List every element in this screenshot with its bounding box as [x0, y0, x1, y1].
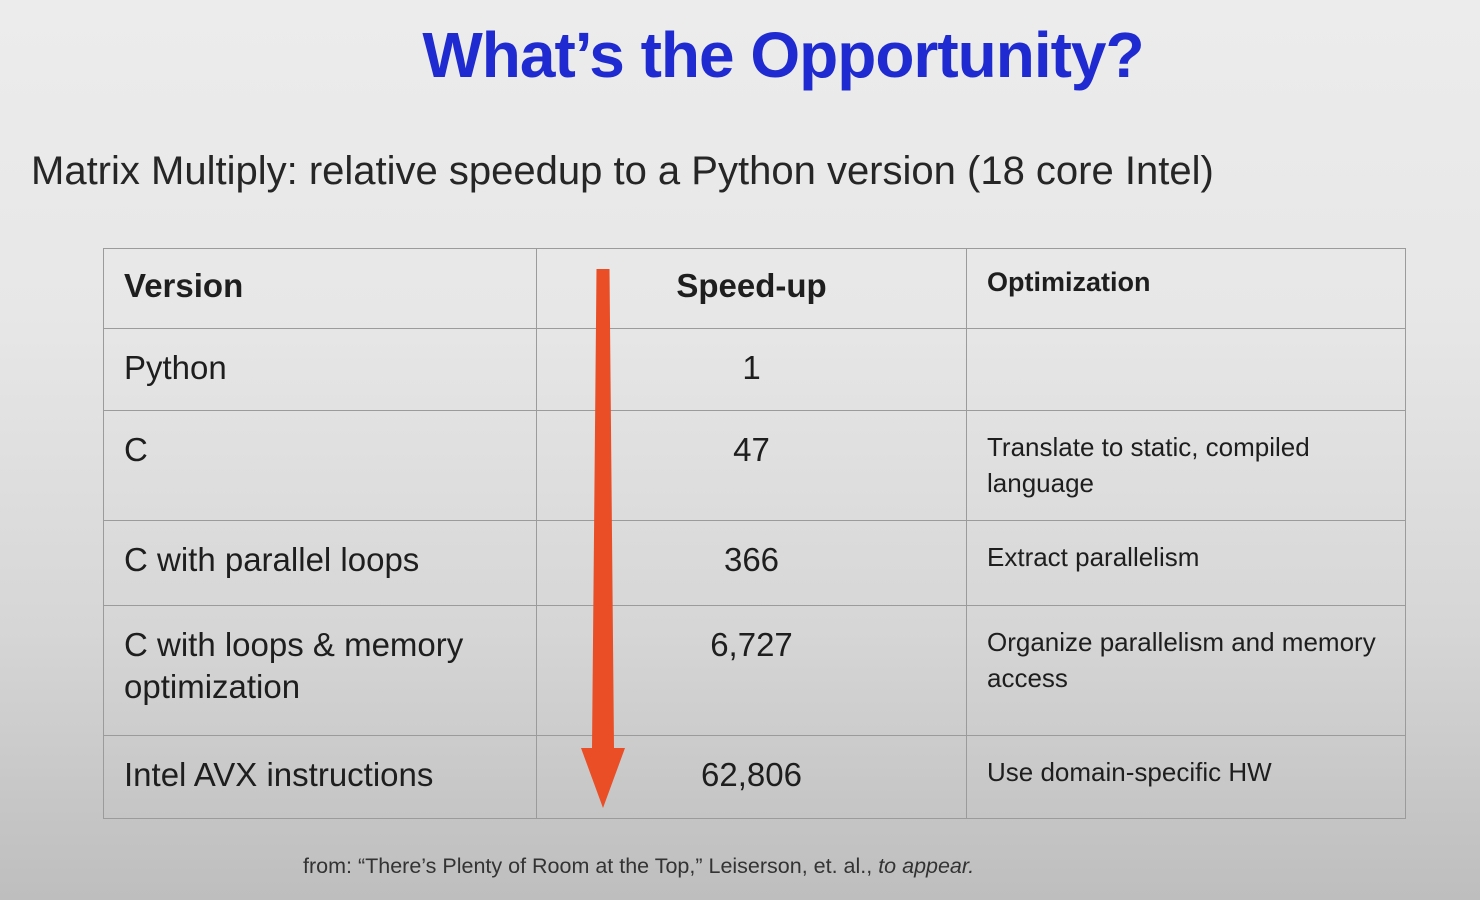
speedup-cell: 6,727: [536, 605, 967, 736]
slide-subtitle: Matrix Multiply: relative speedup to a P…: [31, 149, 1214, 193]
table-row: Intel AVX instructions 62,806 Use domain…: [103, 735, 1406, 819]
citation-text: from: “There’s Plenty of Room at the Top…: [303, 854, 879, 878]
speedup-table: Version Speed-up Optimization Python 1 C…: [103, 248, 1406, 819]
speedup-cell: 366: [536, 520, 967, 606]
version-cell: Python: [103, 328, 537, 411]
column-header-speedup: Speed-up: [536, 248, 967, 329]
optimization-cell: Use domain-specific HW: [966, 735, 1406, 819]
version-cell: C with parallel loops: [103, 520, 537, 606]
citation-to-appear: to appear.: [878, 854, 975, 878]
table-header-row: Version Speed-up Optimization: [103, 248, 1406, 329]
speedup-cell: 1: [536, 328, 967, 411]
table-row: C with loops & memory optimization 6,727…: [103, 605, 1406, 736]
optimization-cell: Translate to static, compiled language: [966, 410, 1406, 521]
version-cell: Intel AVX instructions: [103, 735, 537, 819]
optimization-cell: Organize parallelism and memory access: [966, 605, 1406, 736]
table-row: Python 1: [103, 328, 1406, 411]
version-cell: C: [103, 410, 537, 521]
table-row: C 47 Translate to static, compiled langu…: [103, 410, 1406, 521]
optimization-cell: [966, 328, 1406, 411]
citation-footer: from: “There’s Plenty of Room at the Top…: [303, 851, 974, 881]
optimization-cell: Extract parallelism: [966, 520, 1406, 606]
table-row: C with parallel loops 366 Extract parall…: [103, 520, 1406, 606]
column-header-version: Version: [103, 248, 537, 329]
version-cell: C with loops & memory optimization: [103, 605, 537, 736]
slide-title: What’s the Opportunity?: [422, 19, 1144, 91]
speedup-cell: 62,806: [536, 735, 967, 819]
speedup-cell: 47: [536, 410, 967, 521]
column-header-optimization: Optimization: [966, 248, 1406, 329]
